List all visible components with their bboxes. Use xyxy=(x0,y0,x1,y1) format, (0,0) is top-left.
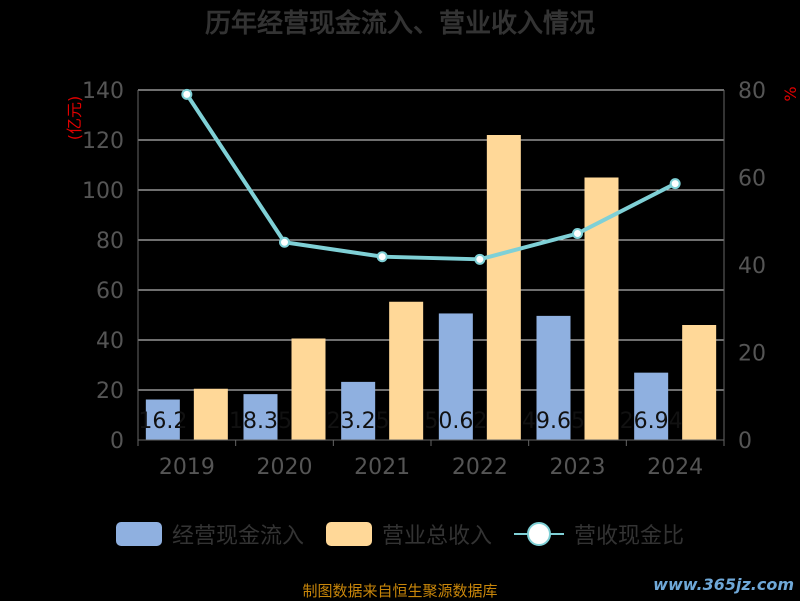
y-left-tick-label: 140 xyxy=(82,79,124,104)
y-right-tick-label: 20 xyxy=(738,342,766,367)
data-labels: 16.2 18.35 23.25 50.62 49.65 26.94 xyxy=(138,409,682,434)
x-tick-label: 2021 xyxy=(354,455,410,480)
y-left-unit: (亿元) xyxy=(65,96,84,141)
chart-title: 历年经营现金流入、营业收入情况 xyxy=(205,8,595,39)
y-left-tick-label: 20 xyxy=(96,379,124,404)
watermark: www.365jz.com xyxy=(653,575,794,594)
bar xyxy=(389,301,424,440)
source-note: 制图数据来自恒生聚源数据库 xyxy=(302,582,498,600)
legend-label-ratio: 营收现金比 xyxy=(574,524,685,549)
y-left-tick-label: 80 xyxy=(96,229,124,254)
legend-label-cash-inflow: 经营现金流入 xyxy=(171,524,304,549)
bar xyxy=(634,372,669,440)
bar xyxy=(536,315,571,440)
x-tick-label: 2024 xyxy=(647,455,703,480)
y-right-tick-label: 80 xyxy=(738,79,766,104)
x-tick-label: 2019 xyxy=(159,455,215,480)
y-right-tick-label: 60 xyxy=(738,167,766,192)
legend-item-ratio[interactable]: 营收现金比 xyxy=(514,518,684,550)
bar-data-label: 23.25 xyxy=(327,409,390,434)
bar-data-label: 50.62 xyxy=(424,409,487,434)
bar-data-label: 49.65 xyxy=(522,409,585,434)
y-left-tick-label: 40 xyxy=(96,329,124,354)
ratio-polyline xyxy=(185,93,677,262)
y-left-tick-label: 120 xyxy=(82,129,124,154)
legend-item-revenue[interactable]: 营业总收入 xyxy=(325,518,492,550)
x-tick-label: 2020 xyxy=(257,455,313,480)
bar-data-label: 26.94 xyxy=(620,409,683,434)
y-left-tick-label: 0 xyxy=(110,429,124,454)
legend-item-cash-inflow[interactable]: 经营现金流入 xyxy=(115,518,304,550)
ratio-point xyxy=(669,178,681,190)
bar-data-label: 16.2 xyxy=(138,409,187,434)
ratio-point xyxy=(572,228,583,239)
ratio-point xyxy=(279,236,290,248)
bar xyxy=(145,399,180,440)
bar xyxy=(682,325,717,440)
legend-swatch-cash-inflow xyxy=(115,522,162,546)
legend-label-revenue: 营业总收入 xyxy=(381,524,492,549)
axes: 0 20 40 60 80 100 120 140 0 20 40 60 80 2019 2020 2021 2… xyxy=(82,79,766,480)
y-right-tick-label: 0 xyxy=(738,429,752,454)
bar xyxy=(486,135,521,440)
y-left-tick-label: 100 xyxy=(82,179,124,204)
bar xyxy=(291,338,326,440)
ratio-point xyxy=(181,88,193,100)
ratio-line xyxy=(181,88,681,265)
ratio-point xyxy=(474,253,486,265)
x-tick-label: 2022 xyxy=(452,455,508,480)
bar-data-label: 18.35 xyxy=(229,409,292,434)
y-right-tick-label: 40 xyxy=(738,254,766,279)
bar xyxy=(193,388,228,440)
y-left-tick-label: 60 xyxy=(96,279,124,304)
legend-swatch-revenue xyxy=(325,522,372,546)
bar xyxy=(341,381,376,440)
bars xyxy=(145,135,717,440)
y-right-unit: % xyxy=(781,86,800,101)
bar xyxy=(243,394,278,440)
bar xyxy=(438,313,473,440)
ratio-point xyxy=(376,251,388,263)
legend: 经营现金流入 营业总收入 营收现金比 xyxy=(0,514,800,554)
legend-line-marker-icon xyxy=(514,519,564,549)
x-tick-label: 2023 xyxy=(550,455,606,480)
